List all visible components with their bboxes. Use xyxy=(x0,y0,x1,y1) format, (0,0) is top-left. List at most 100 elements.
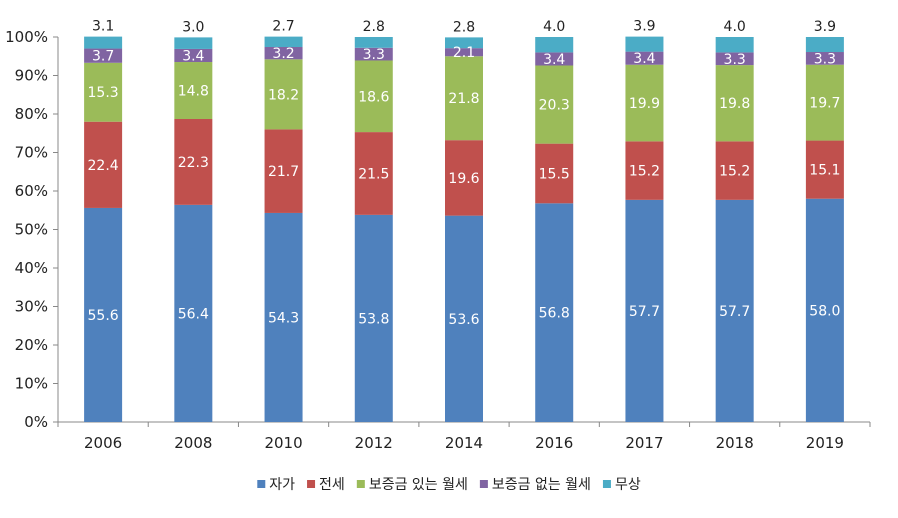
bar-segment xyxy=(174,48,213,63)
data-label: 3.1 xyxy=(92,19,114,35)
data-label: 2.8 xyxy=(453,19,475,35)
legend-label: 전세 xyxy=(319,477,345,493)
bar-segment xyxy=(354,214,393,422)
data-label: 3.4 xyxy=(543,52,565,68)
data-label: 55.6 xyxy=(88,308,119,324)
data-label: 56.8 xyxy=(539,306,570,322)
data-label: 22.4 xyxy=(88,158,119,174)
y-tick-label: 40% xyxy=(15,259,48,277)
data-label: 4.0 xyxy=(543,19,565,35)
data-label: 19.8 xyxy=(719,96,750,112)
x-tick-label: 2006 xyxy=(84,434,122,452)
bar-series-group xyxy=(84,36,844,422)
x-tick-label: 2008 xyxy=(174,434,212,452)
bar-segment xyxy=(625,51,664,65)
bar-segment xyxy=(445,215,483,422)
y-tick-label: 80% xyxy=(15,105,48,123)
x-tick-label: 2010 xyxy=(264,434,302,452)
y-axis: 0% 10% 20% 30% 40% 50% 60% 70% 80% 90% 100% xyxy=(5,28,59,431)
legend-swatch xyxy=(602,480,611,488)
y-tick-label: 10% xyxy=(15,375,48,393)
x-tick-label: 2016 xyxy=(535,434,573,452)
data-label: 15.3 xyxy=(88,85,119,101)
data-label: 19.6 xyxy=(448,171,479,187)
bar-segment xyxy=(264,47,303,60)
bar-segment xyxy=(715,199,754,422)
data-label: 4.0 xyxy=(724,19,746,35)
legend-swatch xyxy=(479,480,488,488)
data-label: 54.3 xyxy=(268,310,299,326)
legend-swatch xyxy=(307,480,316,488)
legend: 자가 전세 보증금 있는 월세 보증금 없는 월세 무상 xyxy=(257,477,641,493)
legend-item: 보증금 있는 월세 xyxy=(356,477,468,493)
bar-segment xyxy=(174,119,213,205)
bar-segment xyxy=(445,140,483,216)
data-label: 21.5 xyxy=(358,166,389,182)
bar-segment xyxy=(264,212,303,422)
data-label: 3.4 xyxy=(633,51,655,67)
bar-segment xyxy=(805,37,844,53)
bar-segment xyxy=(535,65,574,144)
data-label: 57.7 xyxy=(719,304,750,320)
data-label: 22.3 xyxy=(178,155,209,171)
data-label: 15.2 xyxy=(629,164,660,180)
data-label: 3.3 xyxy=(363,47,385,63)
bar-segment xyxy=(84,48,123,63)
bar-segment xyxy=(625,199,664,422)
data-label: 58.0 xyxy=(809,303,840,319)
bar-segment xyxy=(625,141,664,200)
bar-segment xyxy=(715,141,754,200)
bar-segment xyxy=(715,65,754,142)
data-label: 2.8 xyxy=(363,19,385,35)
data-label: 15.2 xyxy=(719,164,750,180)
y-tick-label: 70% xyxy=(15,144,48,162)
bar-segment xyxy=(84,62,123,122)
y-tick-label: 50% xyxy=(15,221,48,239)
bar-segment xyxy=(445,56,483,141)
bar-segment xyxy=(535,37,574,53)
bar-segment xyxy=(264,59,303,130)
y-tick-label: 30% xyxy=(15,298,48,316)
bar-segment xyxy=(84,121,123,208)
bar-segment xyxy=(445,48,483,57)
bar-segment xyxy=(354,132,393,215)
data-label: 3.3 xyxy=(814,51,836,67)
bar-segment xyxy=(535,52,574,66)
bar-segment xyxy=(805,140,844,199)
legend-swatch xyxy=(257,480,266,488)
bar-segment xyxy=(535,143,574,204)
x-tick-label: 2014 xyxy=(445,434,483,452)
bar-segment xyxy=(354,60,393,133)
data-label: 3.9 xyxy=(814,19,836,35)
bar-segment xyxy=(805,52,844,65)
legend-label: 보증금 있는 월세 xyxy=(369,477,468,493)
data-label: 53.6 xyxy=(448,312,479,328)
data-label: 2.7 xyxy=(272,19,294,35)
data-labels-group: 55.6 22.4 15.3 3.7 3.1 56.4 22.3 14.8 3.4 3.0 54.3… xyxy=(88,19,841,328)
bar-segment xyxy=(84,207,123,422)
x-tick-label: 2012 xyxy=(355,434,393,452)
y-tick-label: 100% xyxy=(5,28,48,46)
bar-segment xyxy=(354,47,393,61)
data-label: 21.7 xyxy=(268,164,299,180)
data-label: 3.4 xyxy=(182,48,204,64)
legend-item: 무상 xyxy=(602,477,641,493)
y-tick-label: 90% xyxy=(15,67,48,85)
data-label: 3.3 xyxy=(724,52,746,68)
data-label: 20.3 xyxy=(539,98,570,114)
data-label: 15.1 xyxy=(809,163,840,179)
bar-segment xyxy=(715,52,754,66)
data-label: 3.7 xyxy=(92,49,114,65)
data-label: 19.7 xyxy=(809,96,840,112)
bar-segment xyxy=(174,204,213,422)
data-label: 3.0 xyxy=(182,19,204,35)
data-label: 21.8 xyxy=(448,91,479,107)
bar-segment xyxy=(445,37,483,49)
legend-label: 자가 xyxy=(269,477,295,493)
x-tick-label: 2019 xyxy=(806,434,844,452)
data-label: 19.9 xyxy=(629,96,660,112)
data-label: 3.9 xyxy=(633,19,655,35)
data-label: 14.8 xyxy=(178,84,209,100)
bar-segment xyxy=(354,37,393,48)
